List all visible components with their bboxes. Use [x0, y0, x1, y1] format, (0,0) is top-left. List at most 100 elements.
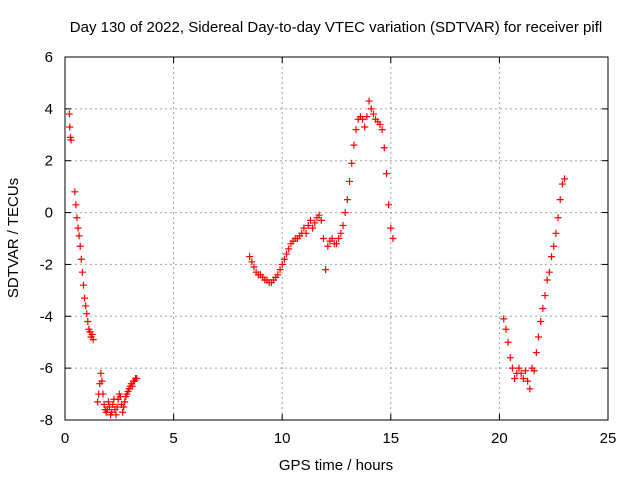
data-point	[119, 408, 127, 416]
data-point	[84, 317, 92, 325]
plot-frame	[64, 56, 609, 421]
data-point	[515, 364, 523, 372]
data-point	[532, 349, 540, 357]
data-point	[302, 229, 310, 237]
data-point	[311, 219, 319, 227]
data-point	[348, 159, 356, 167]
data-point	[77, 255, 85, 263]
data-point	[306, 216, 314, 224]
data-point	[337, 229, 345, 237]
data-point	[361, 123, 369, 131]
chart-title: Day 130 of 2022, Sidereal Day-to-day VTE…	[70, 19, 602, 36]
y-tick-label: -2	[40, 256, 53, 273]
data-point	[534, 333, 542, 341]
data-point	[112, 411, 120, 419]
grid-lines	[65, 57, 608, 420]
data-point	[341, 209, 349, 217]
data-point	[65, 110, 73, 118]
data-point	[78, 268, 86, 276]
data-point	[335, 235, 343, 242]
data-point	[554, 214, 562, 222]
data-point	[548, 253, 556, 261]
data-point	[104, 398, 112, 406]
data-point	[502, 325, 510, 333]
x-tick-label: 15	[382, 430, 399, 447]
y-tick-labels: -8 -6 -4 -2 0 2 4 6	[40, 49, 53, 429]
data-point	[322, 266, 330, 274]
data-point	[83, 310, 91, 318]
data-point	[109, 400, 117, 408]
data-point	[300, 224, 308, 232]
data-point	[315, 211, 323, 219]
x-tick-labels: 0 5 10 15 20 25	[61, 430, 617, 447]
data-point	[98, 377, 106, 385]
data-point	[543, 276, 551, 284]
data-point	[556, 196, 564, 204]
y-tick-label: 0	[45, 205, 53, 222]
data-point	[317, 216, 325, 224]
data-point	[97, 369, 105, 377]
data-points	[65, 97, 569, 419]
data-point	[367, 105, 375, 113]
data-point	[545, 268, 553, 276]
data-point	[120, 403, 128, 411]
data-point	[524, 377, 532, 385]
data-point	[71, 188, 79, 196]
data-point	[79, 281, 87, 289]
data-point	[128, 382, 136, 390]
x-tick-label: 20	[491, 430, 508, 447]
data-point	[346, 177, 354, 185]
y-tick-label: -8	[40, 412, 53, 429]
data-point	[328, 235, 336, 242]
x-tick-label: 10	[274, 430, 291, 447]
data-point	[274, 271, 282, 279]
data-point	[66, 123, 74, 131]
data-point	[561, 175, 569, 183]
data-point	[75, 232, 83, 240]
data-point	[74, 224, 82, 232]
data-point	[387, 224, 395, 232]
data-point	[278, 260, 286, 268]
data-point	[82, 302, 90, 310]
data-point	[73, 214, 81, 222]
y-tick-label: -4	[40, 308, 53, 325]
y-tick-label: 6	[45, 49, 53, 66]
data-point	[81, 294, 89, 302]
data-point	[72, 201, 80, 209]
data-point	[389, 235, 397, 242]
data-point	[537, 317, 545, 325]
data-point	[99, 390, 107, 398]
data-point	[500, 315, 508, 323]
data-point	[382, 170, 390, 178]
data-point	[539, 305, 547, 313]
data-point	[541, 292, 549, 300]
data-point	[508, 364, 516, 372]
data-point	[67, 136, 75, 144]
data-point	[250, 263, 258, 271]
x-tick-label: 25	[600, 430, 617, 447]
data-point	[365, 97, 373, 105]
data-point	[121, 398, 129, 406]
data-point	[380, 144, 388, 152]
data-point	[285, 245, 293, 253]
data-point	[324, 242, 332, 250]
y-tick-label: 2	[45, 153, 53, 170]
data-point	[550, 242, 558, 250]
axis-ticks	[64, 56, 609, 421]
data-point	[517, 369, 525, 377]
data-point	[319, 235, 327, 242]
data-point	[526, 385, 534, 393]
data-point	[352, 126, 360, 134]
data-point	[378, 126, 386, 134]
data-point	[385, 201, 393, 209]
data-point	[506, 354, 514, 362]
data-point	[343, 196, 351, 204]
data-point	[94, 398, 102, 406]
x-axis-label: GPS time / hours	[279, 457, 393, 474]
data-point	[376, 120, 384, 128]
data-point	[309, 224, 317, 232]
data-point	[369, 110, 377, 118]
data-point	[521, 367, 529, 375]
data-point	[283, 250, 291, 258]
